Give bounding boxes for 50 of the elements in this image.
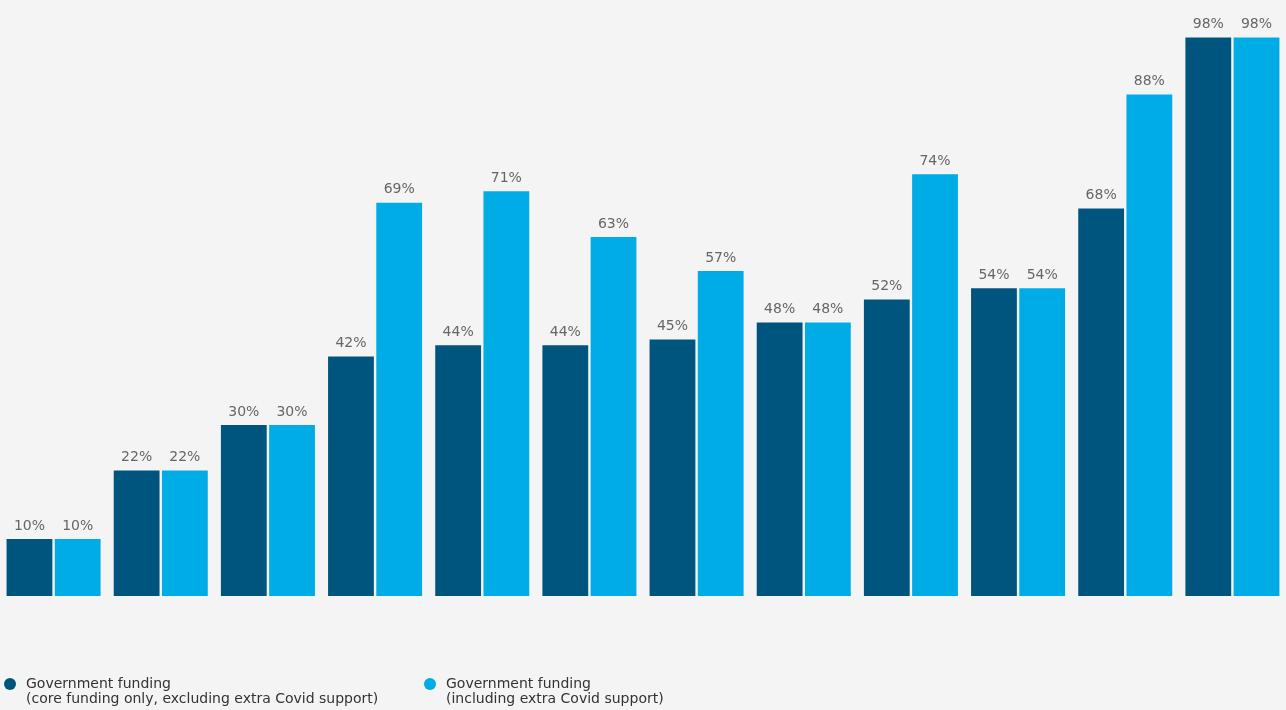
data-label: 57% <box>705 248 737 265</box>
legend-label: Government funding (including extra Covid support) <box>446 675 664 706</box>
bar <box>912 174 958 596</box>
bar <box>590 236 637 596</box>
data-label: 74% <box>919 151 951 168</box>
data-label: 54% <box>1026 265 1058 282</box>
bar <box>113 470 160 596</box>
bar <box>220 425 267 596</box>
data-label: 44% <box>442 322 474 339</box>
bar <box>697 271 744 596</box>
bar <box>269 425 315 596</box>
bar <box>971 288 1017 596</box>
data-label: 22% <box>169 448 201 465</box>
data-label: 98% <box>1192 15 1224 32</box>
bar <box>863 299 910 596</box>
data-label: 63% <box>597 214 630 231</box>
data-label: 69% <box>383 180 415 197</box>
bar <box>328 356 374 596</box>
data-label: 48% <box>812 300 844 317</box>
bar <box>1233 37 1280 596</box>
data-label: 54% <box>978 265 1010 282</box>
data-label: 10% <box>13 516 46 533</box>
data-label: 30% <box>228 402 260 419</box>
bar <box>435 345 482 596</box>
bar <box>1185 37 1232 596</box>
data-label: 42% <box>335 334 367 351</box>
data-label: 88% <box>1133 72 1165 89</box>
bar <box>1126 94 1173 596</box>
data-label: 10% <box>62 516 94 533</box>
data-label: 44% <box>549 322 581 339</box>
bar <box>483 191 530 596</box>
bar <box>376 202 423 596</box>
data-label: 45% <box>656 317 689 334</box>
bar <box>6 539 53 596</box>
bar <box>804 322 851 596</box>
legend-label: Government funding (core funding only, excluding extra Covid support) <box>26 675 379 706</box>
bar <box>1078 208 1125 596</box>
data-label: 48% <box>764 300 796 317</box>
data-label: 68% <box>1085 186 1117 203</box>
bar <box>649 339 696 596</box>
bar <box>756 322 803 596</box>
bar <box>54 539 101 596</box>
data-label: 30% <box>276 402 308 419</box>
bar <box>1019 288 1066 596</box>
data-label: 22% <box>121 448 153 465</box>
data-label: 52% <box>871 277 903 294</box>
data-label: 71% <box>490 168 522 185</box>
data-label: 98% <box>1240 15 1273 32</box>
bar <box>542 345 589 596</box>
bar <box>161 470 208 596</box>
